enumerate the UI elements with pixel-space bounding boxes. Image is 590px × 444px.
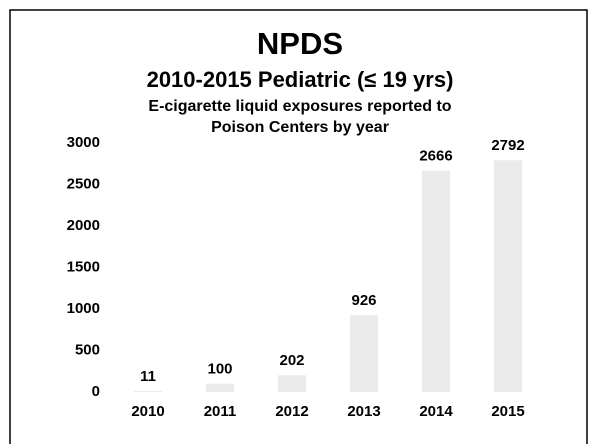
chart-description: Poison Centers by year [211,119,389,136]
bar [134,391,162,392]
data-label: 926 [351,292,376,309]
y-tick-label: 1500 [67,258,100,275]
frame [9,9,588,444]
y-tick-label: 500 [75,341,100,358]
bar [350,315,378,392]
bar [206,383,234,392]
bar [422,170,450,392]
x-tick-label: 2010 [131,403,164,420]
data-label: 2666 [419,148,452,165]
data-label: 202 [279,352,304,369]
y-tick-label: 1000 [67,300,100,317]
y-tick-label: 3000 [67,134,100,151]
data-label: 11 [140,368,156,385]
x-tick-label: 2011 [204,403,237,420]
chart-title: NPDS [257,26,343,61]
chart-subtitle: 2010-2015 Pediatric (≤ 19 yrs) [147,67,454,92]
data-label: 100 [207,361,232,378]
chart-description: E-cigarette liquid exposures reported to [148,98,451,115]
data-label: 2792 [491,137,524,154]
x-tick-label: 2013 [347,403,380,420]
y-tick-label: 2000 [67,217,100,234]
x-tick-label: 2014 [419,403,453,420]
bar [494,160,522,392]
y-tick-label: 2500 [67,175,100,192]
x-tick-label: 2012 [275,403,308,420]
y-tick-label: 0 [92,383,100,400]
x-tick-label: 2015 [491,403,524,420]
bar [278,375,306,392]
